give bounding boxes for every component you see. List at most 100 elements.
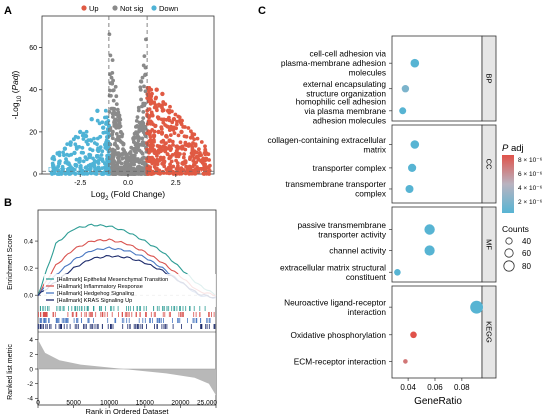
volcano-point-up	[178, 140, 183, 145]
term-label: Neuroactive ligand-receptor	[284, 297, 386, 307]
volcano-point-up	[174, 126, 179, 131]
term-label: structure organization	[306, 88, 386, 98]
gsea-legend-label: [Hallmark] Inflammatory Response	[57, 284, 143, 290]
volcano-point-down	[53, 166, 58, 171]
gsea-rank-ytick-label: -4	[27, 396, 33, 403]
padj-tick-1: 8 × 10⁻⁶	[518, 157, 543, 164]
counts-label-40: 40	[522, 237, 531, 246]
term-label: channel activity	[329, 246, 387, 256]
volcano-point-notsig	[111, 106, 115, 111]
volcano-point-up	[149, 110, 154, 115]
volcano-point-down	[93, 160, 98, 164]
volcano-point-up	[162, 159, 167, 164]
gsea-plot: [Hallmark] Epithelial Mesenchymal Transi…	[7, 209, 217, 416]
term-label: homophilic cell adhesion	[296, 96, 387, 106]
volcano-point-down	[82, 171, 87, 176]
volcano-point-up	[161, 100, 166, 104]
counts-legend-title: Counts	[502, 224, 529, 234]
volcano-point-notsig	[129, 145, 134, 150]
gsea-xtick-label: 25,000	[197, 400, 217, 407]
volcano-point-notsig	[136, 105, 141, 110]
volcano-point-down	[89, 163, 94, 168]
volcano-point-up	[148, 121, 153, 126]
volcano-point-notsig	[135, 115, 140, 119]
term-dot	[410, 140, 420, 149]
dot-facets: BP cell-cell adhesion viaplasma-membrane …	[267, 35, 497, 379]
volcano-point-down	[100, 166, 105, 171]
volcano-point-notsig	[140, 170, 145, 175]
volcano-point-notsig	[125, 172, 130, 176]
volcano-point-notsig	[133, 157, 138, 162]
volcano-point-notsig	[119, 130, 123, 134]
facet-strip-label: CC	[485, 159, 494, 170]
volcano-point-down	[60, 164, 65, 169]
volcano-point-up	[148, 130, 153, 134]
volcano-point-up	[152, 150, 157, 156]
volcano-point-down	[72, 150, 77, 156]
gsea-rank-ytick-label: -2	[27, 381, 33, 388]
volcano-point-up	[179, 129, 184, 135]
volcano-point-up	[176, 154, 181, 159]
term-label: extracellular matrix structural	[280, 263, 386, 273]
volcano-point-notsig	[133, 136, 138, 140]
volcano-point-up	[173, 151, 178, 156]
gsea-ytick-label: 0.0	[24, 293, 33, 300]
volcano-point-up	[193, 167, 198, 172]
volcano-point-down	[78, 164, 83, 168]
volcano-point-up	[164, 133, 169, 139]
volcano-point-down	[59, 172, 64, 176]
volcano-point-up	[190, 148, 195, 153]
term-dot	[470, 300, 483, 314]
facet-strip-label: KEGG	[485, 321, 494, 343]
volcano-point-up	[150, 91, 154, 96]
volcano-point-up	[202, 163, 207, 168]
gsea-xtick-label: 15000	[136, 400, 154, 407]
volcano-point-notsig	[108, 53, 113, 58]
dot-axes: 0.04 0.06 0.08	[400, 378, 470, 392]
volcano-point-notsig	[137, 148, 142, 153]
term-label: complex	[355, 189, 387, 199]
volcano-point-down	[84, 129, 89, 134]
volcano-point-up	[148, 113, 153, 118]
volcano-point-notsig	[109, 93, 113, 98]
volcano-point-down	[100, 120, 105, 125]
volcano-point-notsig	[141, 63, 146, 68]
gsea-legend: [Hallmark] Epithelial Mesenchymal Transi…	[44, 274, 216, 307]
volcano-point-up	[148, 138, 153, 142]
volcano-point-down	[92, 136, 96, 141]
term-dot	[424, 245, 435, 256]
volcano-point-up	[185, 166, 190, 171]
volcano-point-up	[159, 127, 164, 131]
volcano-point-up	[194, 154, 199, 160]
volcano-frame	[41, 15, 215, 175]
volcano-point-down	[69, 152, 74, 157]
volcano-point-up	[153, 124, 158, 129]
volcano-point-up	[191, 152, 196, 157]
facet-panel	[391, 35, 483, 122]
volcano-point-up	[150, 147, 154, 151]
volcano-point-up	[177, 115, 182, 120]
facet-strip	[481, 35, 497, 122]
volcano-point-notsig	[116, 114, 120, 119]
facet-panel	[391, 206, 483, 283]
volcano-point-notsig	[129, 171, 133, 176]
down-count: Down: 1057	[48, 165, 88, 174]
volcano-point-up	[173, 112, 178, 117]
term-dot	[399, 107, 407, 115]
volcano-point-up	[168, 162, 173, 167]
volcano-point-up	[170, 139, 175, 144]
gsea-ranked-metric	[38, 339, 216, 396]
volcano-point-up	[199, 159, 203, 164]
volcano-point-notsig	[140, 140, 145, 144]
volcano-point-up	[148, 144, 153, 148]
gsea-legend-label: [Hallmark] KRAS Signaling Up	[57, 298, 132, 304]
volcano-point-up	[159, 156, 164, 160]
legend-down-label: Down	[159, 4, 178, 13]
legend-notsig-marker	[112, 5, 118, 11]
volcano-point-notsig	[138, 79, 143, 84]
counts-size-40	[505, 237, 513, 245]
gsea-legend-bg	[44, 274, 216, 307]
volcano-point-notsig	[111, 98, 116, 103]
volcano-point-down	[74, 163, 79, 168]
